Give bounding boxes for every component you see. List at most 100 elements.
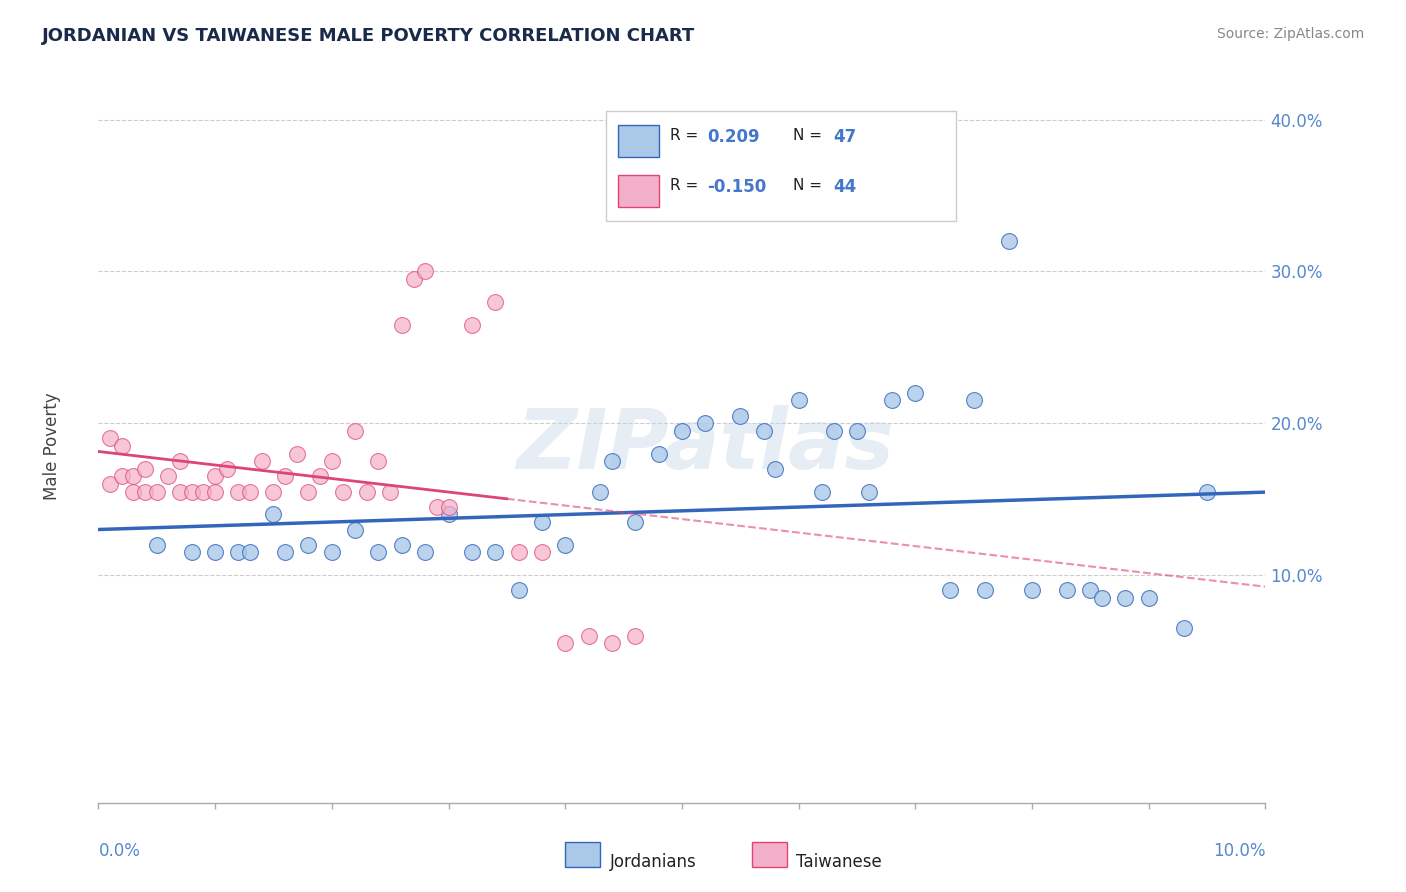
- Point: [811, 484, 834, 499]
- Point: [321, 454, 343, 468]
- Point: [215, 462, 238, 476]
- Point: [157, 469, 180, 483]
- Text: R =: R =: [671, 128, 703, 144]
- Point: [437, 508, 460, 522]
- Point: [297, 538, 319, 552]
- Point: [904, 385, 927, 400]
- Point: [98, 431, 121, 445]
- Point: [262, 484, 284, 499]
- Point: [484, 294, 506, 309]
- Point: [1137, 591, 1160, 605]
- Point: [169, 454, 191, 468]
- Point: [461, 318, 484, 332]
- Point: [1080, 583, 1102, 598]
- Point: [204, 484, 226, 499]
- Point: [880, 393, 903, 408]
- Text: 10.0%: 10.0%: [1213, 842, 1265, 860]
- Point: [624, 629, 647, 643]
- Point: [530, 545, 553, 559]
- Bar: [565, 842, 600, 867]
- Point: [752, 424, 775, 438]
- Point: [997, 234, 1019, 248]
- Point: [823, 424, 845, 438]
- Point: [939, 583, 962, 598]
- Point: [180, 545, 202, 559]
- Point: [111, 469, 134, 483]
- FancyBboxPatch shape: [606, 111, 956, 221]
- Point: [530, 515, 553, 529]
- Text: R =: R =: [671, 178, 703, 194]
- Point: [239, 484, 262, 499]
- Text: N =: N =: [793, 178, 827, 194]
- Point: [391, 538, 413, 552]
- Bar: [617, 125, 658, 157]
- Point: [578, 629, 600, 643]
- Point: [285, 447, 308, 461]
- Point: [589, 484, 612, 499]
- Point: [461, 545, 484, 559]
- Point: [484, 545, 506, 559]
- Text: ZIPatlas: ZIPatlas: [516, 406, 894, 486]
- Point: [647, 447, 669, 461]
- Point: [730, 409, 752, 423]
- Text: 0.209: 0.209: [707, 128, 761, 146]
- Point: [274, 545, 297, 559]
- Point: [332, 484, 354, 499]
- Point: [1056, 583, 1078, 598]
- Point: [367, 454, 389, 468]
- Point: [600, 454, 623, 468]
- Point: [274, 469, 297, 483]
- Bar: [752, 842, 787, 867]
- Point: [146, 538, 169, 552]
- Point: [426, 500, 449, 514]
- Point: [1173, 621, 1195, 635]
- Point: [180, 484, 202, 499]
- Point: [787, 393, 810, 408]
- Point: [193, 484, 215, 499]
- Text: N =: N =: [793, 128, 827, 144]
- Point: [380, 484, 402, 499]
- Point: [413, 545, 436, 559]
- Point: [169, 484, 191, 499]
- Point: [1195, 484, 1218, 499]
- Point: [344, 523, 367, 537]
- Text: 47: 47: [834, 128, 856, 146]
- Point: [962, 393, 984, 408]
- Point: [1091, 591, 1114, 605]
- Point: [321, 545, 343, 559]
- Point: [367, 545, 389, 559]
- Point: [262, 508, 284, 522]
- Point: [344, 424, 367, 438]
- Text: Taiwanese: Taiwanese: [796, 853, 882, 871]
- Point: [239, 545, 262, 559]
- Text: Source: ZipAtlas.com: Source: ZipAtlas.com: [1216, 27, 1364, 41]
- Point: [554, 538, 576, 552]
- Point: [554, 636, 576, 650]
- Point: [671, 424, 693, 438]
- Point: [297, 484, 319, 499]
- Point: [508, 583, 530, 598]
- Point: [508, 545, 530, 559]
- Text: -0.150: -0.150: [707, 178, 766, 196]
- Text: 44: 44: [834, 178, 856, 196]
- Text: Male Poverty: Male Poverty: [42, 392, 60, 500]
- Point: [250, 454, 273, 468]
- Text: 0.0%: 0.0%: [98, 842, 141, 860]
- Point: [146, 484, 169, 499]
- Point: [974, 583, 997, 598]
- Text: Jordanians: Jordanians: [610, 853, 696, 871]
- Point: [858, 484, 880, 499]
- Point: [204, 469, 226, 483]
- Text: JORDANIAN VS TAIWANESE MALE POVERTY CORRELATION CHART: JORDANIAN VS TAIWANESE MALE POVERTY CORR…: [42, 27, 696, 45]
- Point: [98, 477, 121, 491]
- Point: [204, 545, 226, 559]
- Point: [356, 484, 378, 499]
- Point: [122, 469, 145, 483]
- Point: [763, 462, 786, 476]
- Point: [134, 462, 156, 476]
- Bar: [617, 175, 658, 207]
- Point: [600, 636, 623, 650]
- Point: [846, 424, 869, 438]
- Point: [228, 484, 250, 499]
- Point: [134, 484, 156, 499]
